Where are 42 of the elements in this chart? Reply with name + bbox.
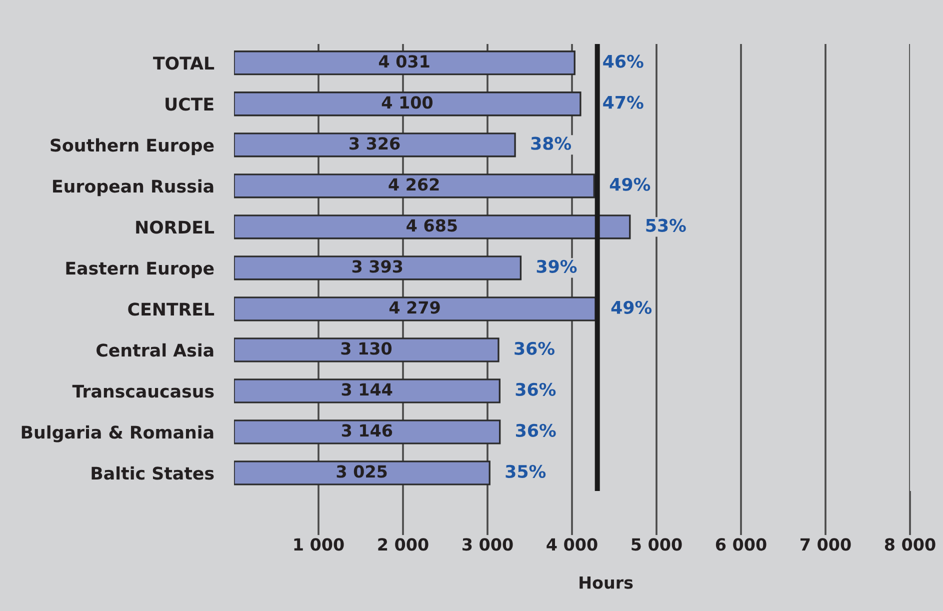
data-label: 3 144 xyxy=(342,383,392,396)
x-tick-label: 5 000 xyxy=(632,538,682,551)
data-label: 3 393 xyxy=(352,260,402,273)
x-tick-label: 8 000 xyxy=(884,538,936,551)
y-tick-label: Eastern Europe xyxy=(66,262,214,278)
annotation: 36% xyxy=(516,424,556,437)
y-tick-label: Baltic States xyxy=(92,466,214,480)
y-tick-label: Transcaucasus xyxy=(72,384,214,398)
annotation: 49% xyxy=(611,300,652,314)
data-label: 4 031 xyxy=(378,55,430,68)
x-axis-title: Hours xyxy=(580,576,633,589)
data-label: 3 025 xyxy=(336,465,387,478)
y-tick-label: Central Asia xyxy=(96,343,214,357)
data-label: 4 262 xyxy=(388,178,439,191)
y-tick-label: European Russia xyxy=(53,179,214,196)
data-label: 3 146 xyxy=(342,424,392,437)
data-label: 4 279 xyxy=(389,301,440,314)
y-tick-label: Bulgaria & Romania xyxy=(22,425,214,442)
y-tick-label: TOTAL xyxy=(153,56,214,70)
annotation: 53% xyxy=(646,218,686,232)
x-tick-label: 6 000 xyxy=(716,538,766,551)
x-tick-label: 1 000 xyxy=(294,538,344,551)
x-tick-label: 4 000 xyxy=(546,538,598,551)
annotation: 36% xyxy=(516,382,556,396)
data-label: 4 100 xyxy=(382,96,433,109)
x-tick-label: 3 000 xyxy=(462,538,513,551)
annotation: 49% xyxy=(610,178,650,191)
y-tick-label: CENTREL xyxy=(128,302,214,316)
annotation: 46% xyxy=(603,54,644,68)
annotation: 38% xyxy=(531,136,572,150)
x-tick-label: 7 000 xyxy=(800,538,851,551)
x-tick-label: 2 000 xyxy=(378,538,428,551)
y-tick-label: UCTE xyxy=(166,98,214,111)
data-label: 3 130 xyxy=(341,342,392,355)
data-label: 4 685 xyxy=(406,219,457,232)
y-tick-label: NORDEL xyxy=(136,220,214,234)
y-tick-label: Southern Europe xyxy=(50,138,214,156)
annotation: 47% xyxy=(603,96,644,109)
annotation: 39% xyxy=(536,260,577,273)
annotation: 36% xyxy=(514,342,554,355)
annotation: 35% xyxy=(506,464,546,478)
data-label: 3 326 xyxy=(350,137,400,150)
